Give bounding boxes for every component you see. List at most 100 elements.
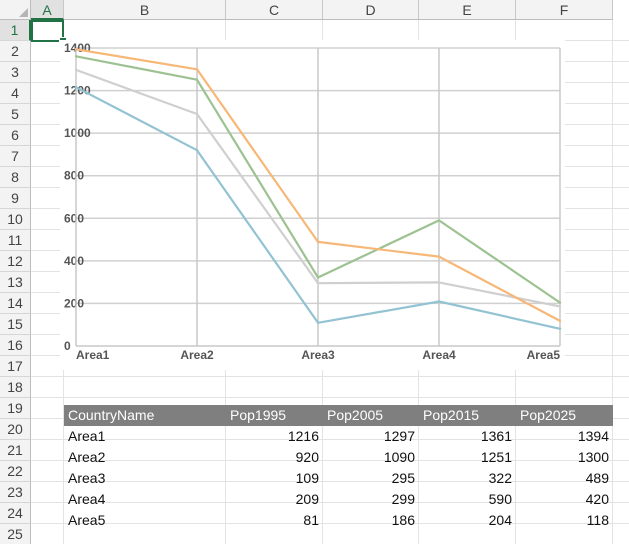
table-cell[interactable]: 1361: [480, 428, 512, 444]
table-cell[interactable]: 322: [488, 470, 512, 486]
y-tick-label: 400: [64, 254, 84, 268]
table-row: Area4 209 299 590 420: [64, 489, 613, 510]
row-header-9[interactable]: 9: [0, 188, 31, 209]
x-tick-label: Area2: [180, 348, 214, 362]
row-header-5[interactable]: 5: [0, 104, 31, 125]
row-header-23[interactable]: 23: [0, 482, 31, 503]
series-3-point: [74, 55, 78, 58]
table-cell[interactable]: 920: [295, 449, 319, 465]
row-header-6[interactable]: 6: [0, 125, 31, 146]
series-3-point: [437, 219, 441, 222]
row-header-22[interactable]: 22: [0, 461, 31, 482]
table-cell[interactable]: 1297: [383, 428, 415, 444]
table-cell[interactable]: 109: [295, 470, 319, 486]
row-header-19[interactable]: 19: [0, 398, 31, 419]
table-cell[interactable]: 590: [488, 491, 512, 507]
table-cell[interactable]: Area4: [68, 491, 106, 507]
series-4-point: [558, 319, 562, 323]
table-cell[interactable]: 81: [303, 512, 319, 528]
row-header-16[interactable]: 16: [0, 335, 31, 356]
row-header-15[interactable]: 15: [0, 314, 31, 335]
table-cell[interactable]: Area3: [68, 470, 106, 486]
table-cell[interactable]: 295: [391, 470, 415, 486]
column-header-b[interactable]: B: [64, 0, 226, 20]
table-cell[interactable]: 186: [391, 512, 415, 528]
row-header-17[interactable]: 17: [0, 356, 31, 377]
table-cell[interactable]: 118: [586, 512, 609, 528]
series-2-point: [316, 282, 320, 285]
table-cell[interactable]: 420: [585, 491, 609, 507]
row-header-bar: 1 2 3 4 5 6 7 8 9 10 11 12 13 14 15 16 17 18 19 20 21 22 23 24 2…: [0, 20, 31, 544]
y-tick-label: 1400: [64, 41, 91, 55]
row-header-25[interactable]: 25: [0, 524, 31, 544]
table-cell[interactable]: 1394: [577, 428, 609, 444]
row-header-1[interactable]: 1: [0, 20, 31, 41]
series-4-point: [74, 48, 78, 51]
column-header-d[interactable]: D: [323, 0, 419, 20]
line-chart[interactable]: 0 200 400 600 800 1000 1200 1400 Area1 Area2 Area3…: [60, 40, 565, 370]
column-header-a[interactable]: A: [31, 0, 64, 20]
table-cell[interactable]: 1300: [577, 449, 609, 465]
table-header-cell[interactable]: CountryName: [68, 407, 155, 423]
table-cell[interactable]: Area5: [68, 512, 106, 528]
table-cell[interactable]: 299: [391, 491, 415, 507]
table-cell[interactable]: 1090: [383, 449, 415, 465]
row-header-14[interactable]: 14: [0, 293, 31, 314]
table-cell[interactable]: 1216: [287, 428, 319, 444]
row-header-3[interactable]: 3: [0, 62, 31, 83]
row-header-8[interactable]: 8: [0, 167, 31, 188]
row-header-20[interactable]: 20: [0, 419, 31, 440]
table-row: Area2 920 1090 1251 1300: [64, 447, 613, 468]
series-1-point: [558, 327, 562, 330]
column-header-c[interactable]: C: [226, 0, 323, 20]
table-cell[interactable]: 489: [585, 470, 609, 486]
table-cell[interactable]: Area1: [68, 428, 106, 444]
series-1-point: [74, 85, 78, 89]
column-header-f[interactable]: F: [516, 0, 613, 20]
table-header-cell[interactable]: Pop2005: [327, 407, 384, 423]
series-2-point: [74, 68, 78, 72]
column-header-e[interactable]: E: [419, 0, 516, 20]
series-2-point: [195, 112, 199, 116]
table-row: Area1 1216 1297 1361 1394: [64, 426, 613, 447]
table-header-row: CountryName Pop1995 Pop2005 Pop2015 Pop2025: [64, 405, 613, 426]
table-row: Area5 81 186 204 118: [64, 510, 613, 531]
table-header-cell[interactable]: Pop2015: [423, 407, 480, 423]
table-row: Area3 109 295 322 489: [64, 468, 613, 489]
series-4-point: [437, 255, 441, 258]
select-all-corner[interactable]: [0, 0, 31, 20]
series-4-point: [316, 240, 320, 244]
row-header-2[interactable]: 2: [0, 41, 31, 62]
table-cell[interactable]: 209: [295, 491, 319, 507]
row-header-24[interactable]: 24: [0, 503, 31, 524]
row-header-13[interactable]: 13: [0, 272, 31, 293]
row-header-11[interactable]: 11: [0, 230, 31, 251]
series-1-point: [195, 148, 199, 152]
row-header-10[interactable]: 10: [0, 209, 31, 230]
row-header-18[interactable]: 18: [0, 377, 31, 398]
row-header-7[interactable]: 7: [0, 146, 31, 167]
series-3-point: [195, 78, 199, 81]
x-tick-label: Area4: [422, 348, 456, 362]
table-cell[interactable]: 1251: [480, 449, 512, 465]
select-all-triangle-icon: [19, 8, 28, 17]
series-1-point: [437, 300, 441, 303]
row-header-21[interactable]: 21: [0, 440, 31, 461]
series-3-point: [558, 301, 562, 304]
table-cell[interactable]: 204: [488, 512, 512, 528]
x-tick-label: Area5: [527, 348, 561, 362]
y-tick-label: 200: [64, 296, 84, 310]
table-cell[interactable]: Area2: [68, 449, 106, 465]
table-header-cell[interactable]: Pop2025: [520, 407, 577, 423]
series-1-point: [316, 321, 320, 324]
row-header-12[interactable]: 12: [0, 251, 31, 272]
y-tick-label: 600: [64, 211, 84, 225]
series-3-point: [316, 276, 320, 279]
series-2-point: [437, 281, 441, 284]
y-tick-label: 0: [64, 339, 71, 353]
active-cell-a1[interactable]: [31, 20, 64, 42]
row-header-4[interactable]: 4: [0, 83, 31, 104]
table-header-cell[interactable]: Pop1995: [230, 407, 287, 423]
y-tick-label: 1200: [64, 84, 91, 98]
